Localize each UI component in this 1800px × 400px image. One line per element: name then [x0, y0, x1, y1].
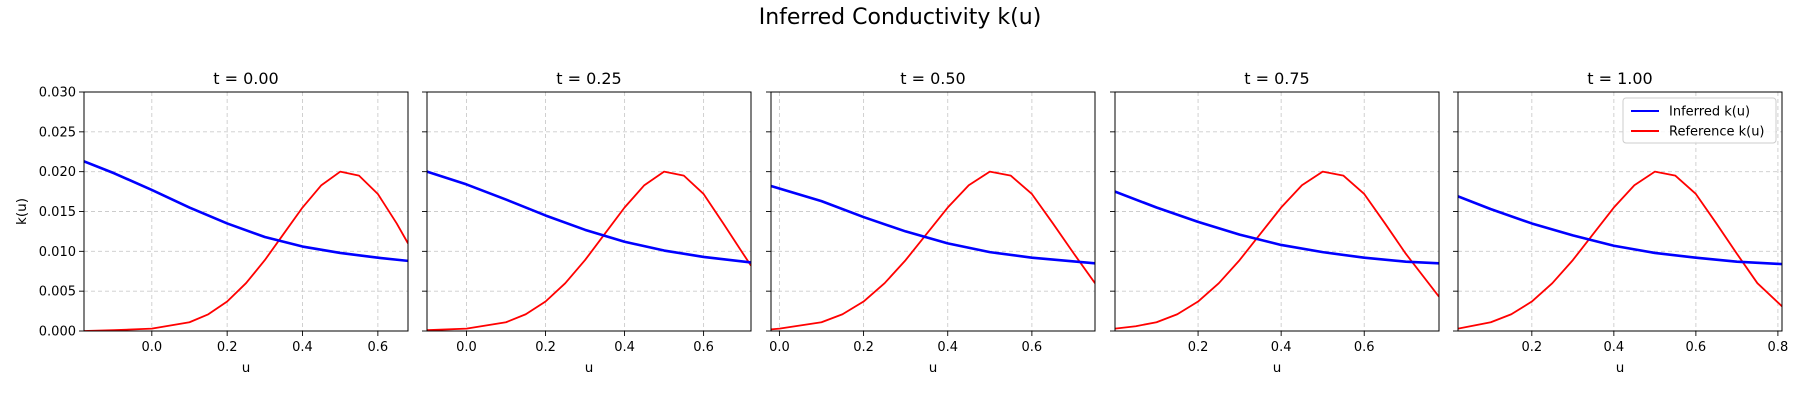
inferred-series-line — [771, 184, 1095, 265]
inferred-series-line — [1458, 195, 1782, 266]
legend: Inferred k(u) Reference k(u) — [1622, 97, 1777, 144]
x-tick-label: 0.4 — [1604, 340, 1625, 355]
x-axis-label: u — [585, 360, 594, 376]
y-tick-label: 0.025 — [39, 125, 76, 140]
inferred-series-line — [427, 170, 751, 264]
x-tick-label: 0.2 — [853, 340, 874, 355]
y-tick-label: 0.010 — [39, 245, 76, 260]
y-tick-label: 0.005 — [39, 285, 76, 300]
panel-title: t = 0.00 — [213, 69, 278, 88]
y-tick-label: 0.020 — [39, 165, 76, 180]
panels: t = 0.00 0.000 0.005 0.010 0.015 0.020 0.025 0.… — [14, 69, 1788, 376]
x-tick-label: 0.4 — [614, 340, 635, 355]
y-tick-label: 0.030 — [39, 86, 76, 101]
panel-3: t = 0.75 0.2 0.4 0.6 u — [1110, 69, 1440, 376]
x-axis-label: u — [1616, 360, 1625, 376]
legend-box — [1622, 97, 1777, 144]
x-tick-label: 0.2 — [1188, 340, 1209, 355]
x-tick-label: 0.6 — [368, 340, 389, 355]
y-tick-label: 0.000 — [39, 325, 76, 340]
reference-series-line — [1458, 170, 1782, 330]
x-tick-label: 0.0 — [769, 340, 790, 355]
x-tick-label: 0.4 — [1271, 340, 1292, 355]
reference-series-line — [771, 170, 1095, 331]
reference-series-line — [427, 170, 751, 331]
x-axis-label: u — [1273, 360, 1282, 376]
x-tick-label: 0.2 — [535, 340, 556, 355]
legend-label: Reference k(u) — [1669, 125, 1765, 140]
legend-label: Inferred k(u) — [1669, 105, 1750, 120]
y-axis-label: k(u) — [14, 198, 30, 225]
panel-0: t = 0.00 0.000 0.005 0.010 0.015 0.020 0.025 0.… — [14, 69, 409, 376]
y-tick-label: 0.015 — [39, 205, 76, 220]
axes-frame — [83, 91, 409, 332]
panel-title: t = 0.75 — [1244, 69, 1309, 88]
reference-series-line — [1115, 170, 1439, 330]
x-tick-label: 0.6 — [693, 340, 714, 355]
panel-1: t = 0.25 0.0 0.2 0.4 0.6 u — [422, 69, 752, 376]
x-axis-label: u — [242, 360, 251, 376]
x-tick-label: 0.0 — [456, 340, 477, 355]
x-tick-label: 0.6 — [1022, 340, 1043, 355]
x-tick-label: 0.2 — [217, 340, 238, 355]
panel-4: t = 1.00 0.2 0.4 0.6 0.8 u Inferred k(u) Refere… — [1453, 69, 1788, 376]
inferred-series-line — [84, 160, 408, 263]
axes-frame — [770, 91, 1096, 332]
x-tick-label: 0.6 — [1686, 340, 1707, 355]
figure-title: Inferred Conductivity k(u) — [759, 5, 1042, 30]
panel-title: t = 1.00 — [1587, 69, 1652, 88]
x-tick-label: 0.0 — [141, 340, 162, 355]
x-tick-label: 0.4 — [937, 340, 958, 355]
x-axis-label: u — [929, 360, 938, 376]
inferred-series-line — [1115, 190, 1439, 265]
axes-frame — [1114, 91, 1440, 332]
axes-frame — [1457, 91, 1783, 332]
panel-title: t = 0.50 — [900, 69, 965, 88]
x-tick-label: 0.2 — [1521, 340, 1542, 355]
x-tick-label: 0.8 — [1768, 340, 1789, 355]
x-tick-label: 0.4 — [292, 340, 313, 355]
panel-2: t = 0.50 0.0 0.2 0.4 0.6 u — [766, 69, 1096, 376]
panel-title: t = 0.25 — [556, 69, 621, 88]
axes-frame — [426, 91, 752, 332]
reference-series-line — [84, 170, 408, 331]
x-tick-label: 0.6 — [1354, 340, 1375, 355]
